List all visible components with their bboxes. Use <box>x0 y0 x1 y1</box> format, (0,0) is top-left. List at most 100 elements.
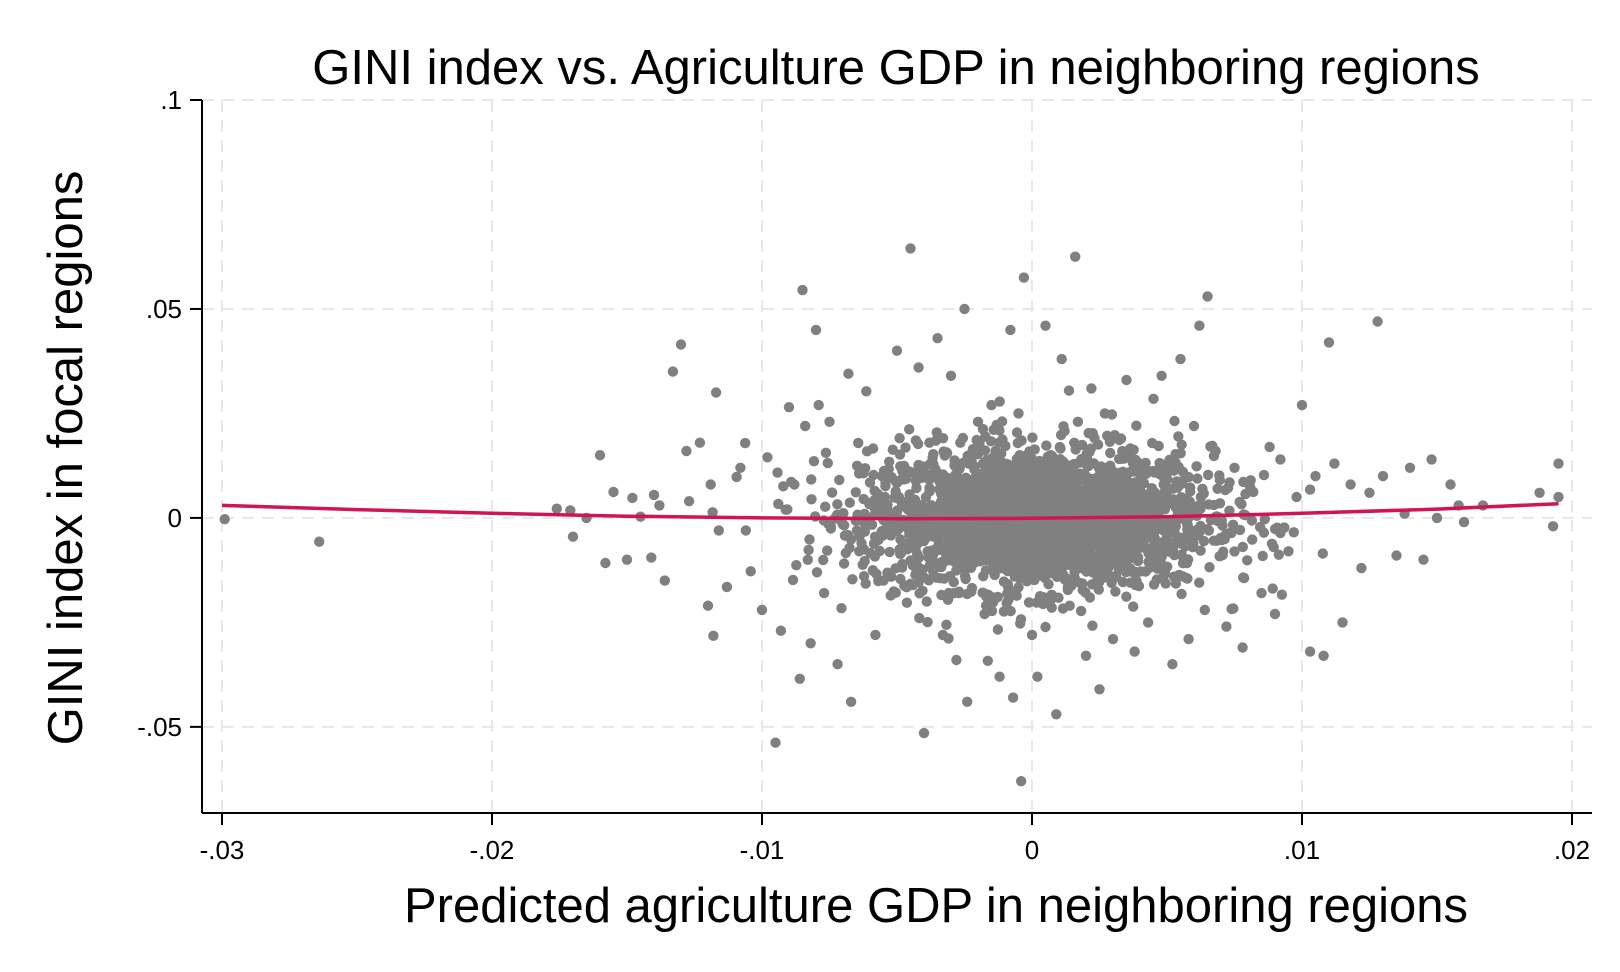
scatter-point <box>1188 420 1200 432</box>
scatter-point <box>1023 597 1035 608</box>
scatter-point <box>1104 561 1115 572</box>
scatter-point <box>1054 441 1066 453</box>
scatter-point <box>1080 587 1091 598</box>
scatter-point <box>965 562 977 573</box>
scatter-point <box>991 465 1003 476</box>
scatter-point <box>891 345 903 356</box>
scatter-point <box>1058 421 1069 432</box>
scatter-point <box>565 505 576 516</box>
scatter-point <box>1112 542 1123 553</box>
scatter-point <box>794 673 805 684</box>
scatter-point <box>1042 495 1054 506</box>
scatter-point <box>1190 503 1202 515</box>
scatter-point <box>915 525 926 536</box>
scatter-point <box>1029 574 1040 586</box>
scatter-point <box>832 659 843 670</box>
scatter-point <box>1210 445 1221 457</box>
scatter-point <box>910 435 922 446</box>
scatter-point <box>937 629 949 641</box>
scatter-point <box>944 571 956 582</box>
scatter-point <box>1179 493 1191 505</box>
scatter-point <box>608 486 619 498</box>
scatter-point <box>1267 583 1278 594</box>
scatter-point <box>1291 491 1302 503</box>
scatter-point <box>1120 567 1132 578</box>
scatter-point <box>1418 554 1429 565</box>
x-tick-label: -.01 <box>740 835 785 865</box>
scatter-point <box>1199 604 1211 616</box>
scatter-point <box>1222 482 1234 494</box>
scatter-point <box>966 582 978 594</box>
scatter-point <box>705 479 716 490</box>
scatter-point <box>1141 530 1153 541</box>
scatter-point <box>791 560 802 571</box>
scatter-point <box>1046 602 1057 613</box>
scatter-point <box>858 493 869 505</box>
scatter-point <box>945 370 957 381</box>
scatter-point <box>1010 498 1021 509</box>
scatter-point <box>857 559 868 570</box>
scatter-point <box>851 460 863 471</box>
scatter-point <box>998 576 1010 587</box>
scatter-point <box>1057 603 1069 614</box>
scatter-point <box>843 368 854 379</box>
scatter-point <box>932 506 943 518</box>
scatter-point <box>934 573 946 584</box>
scatter-point <box>1043 552 1054 563</box>
scatter-point <box>707 507 718 518</box>
scatter-point <box>952 459 964 470</box>
scatter-point <box>1176 588 1187 600</box>
scatter-point <box>1089 432 1100 444</box>
fitted-curve <box>221 501 1559 521</box>
scatter-points <box>219 243 1564 787</box>
scatter-point <box>1130 579 1141 591</box>
scatter-point <box>926 500 937 511</box>
scatter-point <box>1019 451 1030 462</box>
scatter-point <box>956 545 967 556</box>
scatter-point <box>1016 776 1027 787</box>
scatter-point <box>897 558 908 570</box>
scatter-point <box>872 491 884 503</box>
scatter-point <box>770 737 781 748</box>
scatter-point <box>1356 562 1367 574</box>
scatter-point <box>1107 633 1119 645</box>
scatter-point <box>1039 525 1051 536</box>
scatter-point <box>783 402 795 413</box>
scatter-point <box>840 547 851 559</box>
scatter-point <box>1183 523 1194 534</box>
scatter-point <box>1061 495 1073 507</box>
scatter-point <box>1212 483 1223 494</box>
scatter-point <box>1276 589 1288 600</box>
scatter-point <box>921 596 932 607</box>
y-tick-label: .1 <box>160 85 182 115</box>
scatter-point <box>838 508 849 519</box>
scatter-point <box>1198 488 1210 499</box>
scatter-point <box>967 475 978 486</box>
scatter-point <box>1041 440 1052 451</box>
scatter-point <box>878 575 889 586</box>
scatter-point <box>1318 650 1329 661</box>
scatter-point <box>1047 519 1059 531</box>
scatter-point <box>1167 497 1178 509</box>
scatter-point <box>735 462 746 473</box>
scatter-point <box>1268 541 1279 553</box>
scatter-point <box>876 507 887 518</box>
scatter-point <box>1211 535 1222 546</box>
scatter-point <box>987 479 999 490</box>
scatter-point <box>884 546 895 558</box>
scatter-point <box>694 437 706 448</box>
scatter-point <box>918 571 929 582</box>
scatter-point <box>789 479 800 490</box>
scatter-point <box>740 437 751 449</box>
scatter-point <box>1110 586 1121 597</box>
scatter-point <box>1070 444 1081 455</box>
scatter-point <box>901 597 913 608</box>
scatter-point <box>818 587 830 599</box>
scatter-point <box>756 604 768 616</box>
scatter-point <box>797 284 808 296</box>
scatter-point <box>883 463 894 475</box>
scatter-point <box>1049 485 1060 496</box>
scatter-point <box>978 497 989 508</box>
scatter-point <box>1553 458 1564 469</box>
scatter-point <box>1146 522 1157 533</box>
